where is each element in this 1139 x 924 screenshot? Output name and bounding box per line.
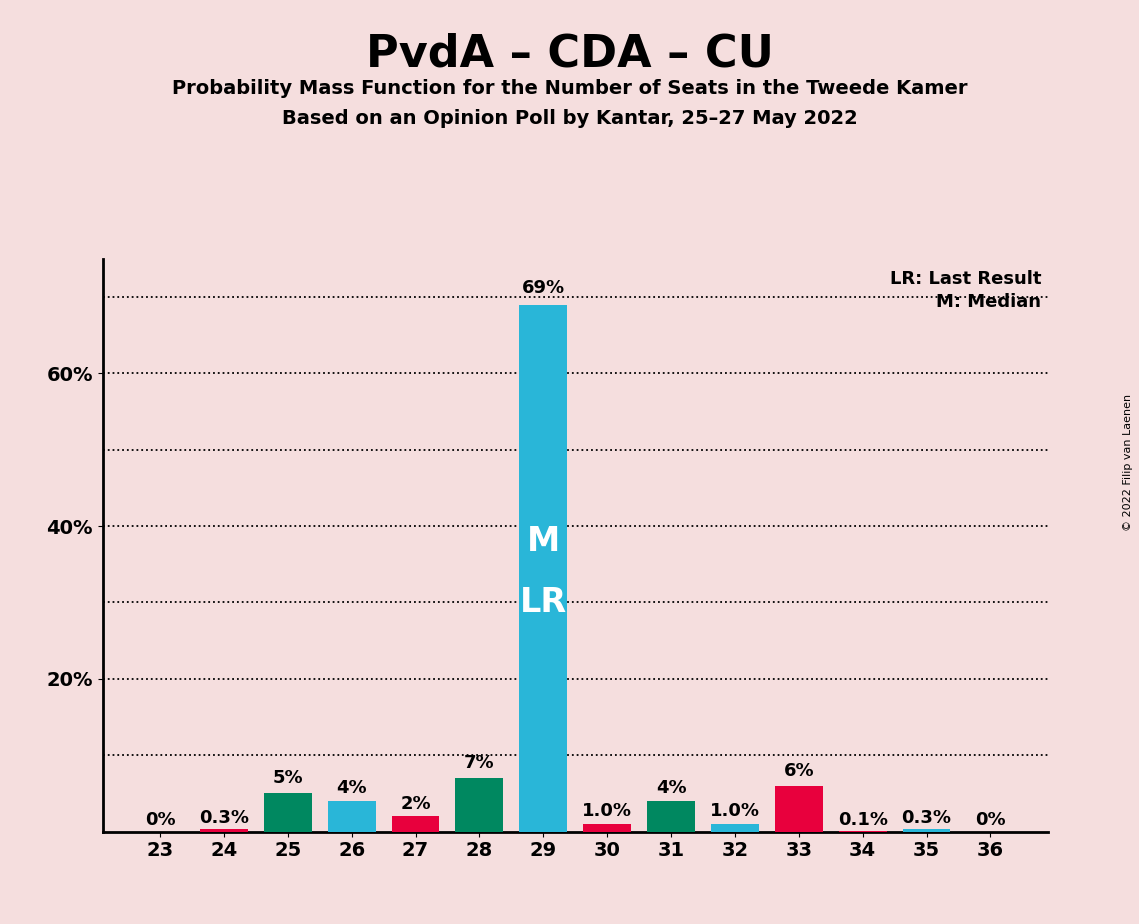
- Text: 5%: 5%: [272, 770, 303, 787]
- Text: 4%: 4%: [336, 779, 367, 797]
- Bar: [583, 824, 631, 832]
- Text: Probability Mass Function for the Number of Seats in the Tweede Kamer: Probability Mass Function for the Number…: [172, 79, 967, 98]
- Text: 69%: 69%: [522, 279, 565, 297]
- Text: 2%: 2%: [400, 795, 431, 812]
- Text: 1.0%: 1.0%: [582, 802, 632, 821]
- Text: 1.0%: 1.0%: [710, 802, 760, 821]
- Bar: [519, 305, 567, 832]
- Text: 0%: 0%: [975, 811, 1006, 830]
- Text: M: Median: M: Median: [936, 293, 1041, 311]
- Text: 6%: 6%: [784, 761, 814, 780]
- Bar: [328, 801, 376, 832]
- Bar: [647, 801, 695, 832]
- Text: PvdA – CDA – CU: PvdA – CDA – CU: [366, 32, 773, 76]
- Bar: [775, 785, 822, 832]
- Text: M: M: [526, 525, 560, 558]
- Bar: [711, 824, 759, 832]
- Bar: [392, 816, 440, 832]
- Text: 0.3%: 0.3%: [199, 809, 249, 827]
- Text: 0.1%: 0.1%: [837, 810, 887, 829]
- Bar: [200, 830, 248, 832]
- Bar: [902, 830, 950, 832]
- Text: LR: Last Result: LR: Last Result: [890, 270, 1041, 288]
- Text: 0%: 0%: [145, 811, 175, 830]
- Text: 0.3%: 0.3%: [901, 809, 951, 827]
- Text: Based on an Opinion Poll by Kantar, 25–27 May 2022: Based on an Opinion Poll by Kantar, 25–2…: [281, 109, 858, 128]
- Text: 4%: 4%: [656, 779, 687, 797]
- Text: © 2022 Filip van Laenen: © 2022 Filip van Laenen: [1123, 394, 1133, 530]
- Bar: [264, 794, 312, 832]
- Text: 7%: 7%: [464, 754, 494, 772]
- Bar: [456, 778, 503, 832]
- Text: LR: LR: [519, 586, 567, 619]
